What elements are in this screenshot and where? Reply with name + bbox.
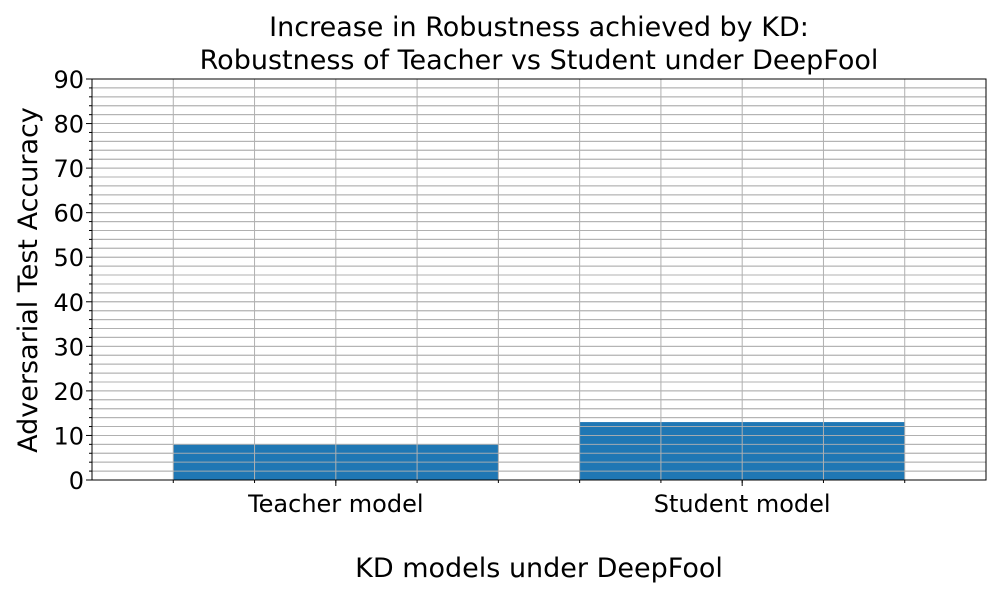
y-axis-label: Adversarial Test Accuracy bbox=[13, 107, 44, 453]
y-tick-label: 50 bbox=[53, 244, 84, 272]
x-tick-label: Teacher model bbox=[247, 490, 423, 518]
y-tick-label: 30 bbox=[53, 333, 84, 361]
y-tick-label: 70 bbox=[53, 155, 84, 183]
x-tick-label: Student model bbox=[654, 490, 831, 518]
y-tick-label: 10 bbox=[53, 422, 84, 450]
vertical-grid-layer bbox=[92, 79, 986, 480]
y-tick-label: 0 bbox=[69, 467, 84, 495]
plot-frame bbox=[92, 79, 986, 480]
y-tick-label: 80 bbox=[53, 111, 84, 139]
y-tick-label: 20 bbox=[53, 378, 84, 406]
y-tick-label: 40 bbox=[53, 289, 84, 317]
chart-title-line-1: Increase in Robustness achieved by KD: bbox=[269, 12, 809, 43]
chart-title-line-2: Robustness of Teacher vs Student under D… bbox=[200, 45, 879, 76]
y-tick-label: 60 bbox=[53, 200, 84, 228]
y-tick-label: 90 bbox=[53, 66, 84, 94]
x-axis-label: KD models under DeepFool bbox=[355, 553, 723, 584]
